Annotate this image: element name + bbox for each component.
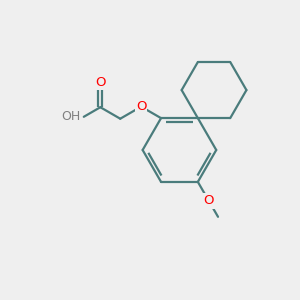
Text: OH: OH: [61, 110, 81, 123]
Text: O: O: [204, 194, 214, 208]
Text: O: O: [136, 100, 146, 113]
Text: O: O: [95, 76, 106, 89]
